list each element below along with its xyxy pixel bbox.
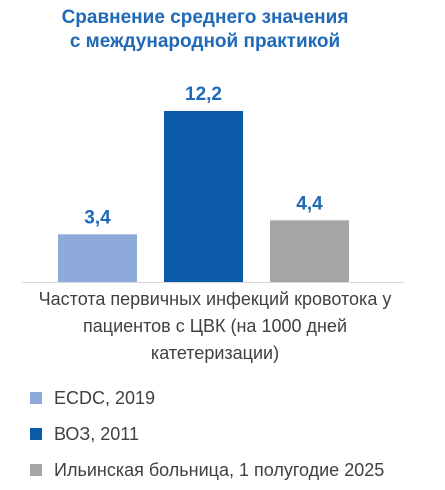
legend-item-ilyinskaya: Ильинская больница, 1 полугодие 2025 [30, 452, 384, 488]
chart-title-line-1: Сравнение среднего значения [61, 7, 349, 28]
data-label-ilyinskaya: 4,4 [296, 193, 323, 214]
data-label-ecdc: 3,4 [84, 207, 111, 228]
legend-label-ecdc: ECDC, 2019 [54, 387, 156, 408]
x-axis-label: Частота первичных инфекций кровотока у п… [0, 286, 430, 367]
chart-title-line-2: с международной практикой [69, 31, 341, 52]
legend-label-who: ВОЗ, 2011 [54, 423, 139, 444]
bar-ecdc [58, 234, 137, 282]
legend-label-ilyinskaya: Ильинская больница, 1 полугодие 2025 [54, 459, 385, 480]
legend: ECDC, 2019 ВОЗ, 2011 Ильинская больница,… [30, 380, 384, 488]
x-axis-label-line-1: Частота первичных инфекций кровотока у [38, 289, 392, 309]
legend-swatch-ecdc [30, 392, 42, 404]
legend-swatch-ilyinskaya [30, 464, 42, 476]
x-axis-label-line-3: катетеризации) [150, 343, 280, 363]
x-axis-label-line-2: пациентов с ЦВК (на 1000 дней [83, 316, 347, 336]
bar-who [164, 111, 243, 282]
legend-item-ecdc: ECDC, 2019 [30, 380, 384, 416]
chart-title: Сравнение среднего значения с международ… [0, 6, 410, 54]
bar-plot: 3,4 12,2 4,4 [22, 84, 404, 283]
legend-swatch-who [30, 428, 42, 440]
data-label-who: 12,2 [185, 84, 222, 105]
legend-item-who: ВОЗ, 2011 [30, 416, 384, 452]
bar-ilyinskaya [270, 220, 349, 282]
